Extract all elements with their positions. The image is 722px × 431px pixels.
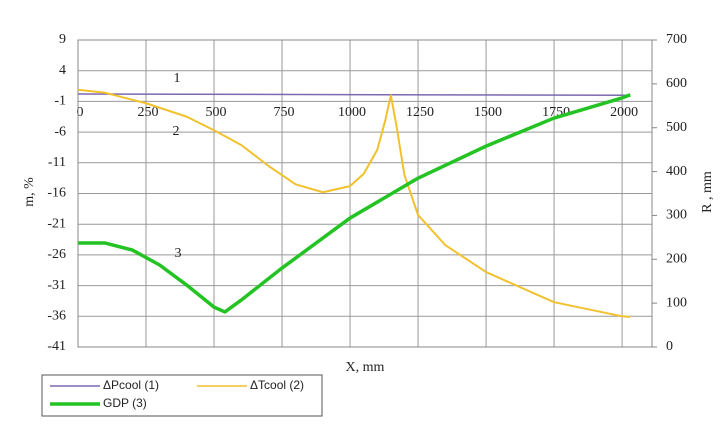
plot-border (77, 39, 653, 348)
y-tick-label: -6 (54, 124, 66, 139)
x-tick-label: 1250 (406, 105, 434, 120)
y-tick-label: -11 (48, 155, 66, 170)
series-line (78, 93, 631, 314)
y-tick-label: -1 (54, 94, 66, 109)
y2-tick-label: 600 (666, 76, 687, 91)
annotation: 2 (173, 124, 180, 139)
x-tick-label: 750 (274, 105, 295, 120)
y2-tick-label: 0 (666, 339, 673, 354)
legend-label: GDP (3) (103, 396, 147, 410)
legend-label: ΔTcool (2) (250, 378, 304, 392)
x-tick-label: 2000 (610, 105, 638, 120)
x-tick-label: 500 (206, 105, 227, 120)
y2-axis-label: R , mm (700, 171, 715, 213)
y-axis-label: m, % (22, 177, 37, 207)
y-tick-label: -16 (47, 186, 66, 201)
x-tick-label: 1000 (338, 105, 366, 120)
y-tick-label: -31 (47, 278, 66, 293)
x-tick-label: 0 (77, 105, 84, 120)
annotation: 1 (174, 71, 181, 86)
annotation: 3 (175, 246, 182, 261)
y-tick-label: 4 (59, 63, 66, 78)
x-tick-label: 250 (138, 105, 159, 120)
y2-tick-label: 500 (666, 120, 687, 135)
y-tick-label: -26 (47, 247, 66, 262)
y2-tick-label: 300 (666, 208, 687, 223)
y-tick-label: 9 (59, 32, 66, 47)
y2-tick-label: 400 (666, 164, 687, 179)
x-axis-label: X, mm (346, 360, 385, 375)
y2-tick-label: 100 (666, 295, 687, 310)
series-line (77, 93, 631, 97)
legend-box (41, 374, 323, 417)
legend: ΔPcool (1) ΔTcool (2) GDP (3) (50, 378, 304, 410)
legend-label: ΔPcool (1) (103, 378, 159, 392)
y-tick-label: -21 (47, 216, 66, 231)
y-tick-label: -36 (47, 309, 66, 324)
x-tick-label: 1500 (474, 105, 502, 120)
y2-tick-label: 700 (666, 32, 687, 47)
series-line (77, 88, 631, 318)
y-tick-label: -41 (47, 339, 66, 354)
y2-tick-label: 200 (666, 252, 687, 267)
